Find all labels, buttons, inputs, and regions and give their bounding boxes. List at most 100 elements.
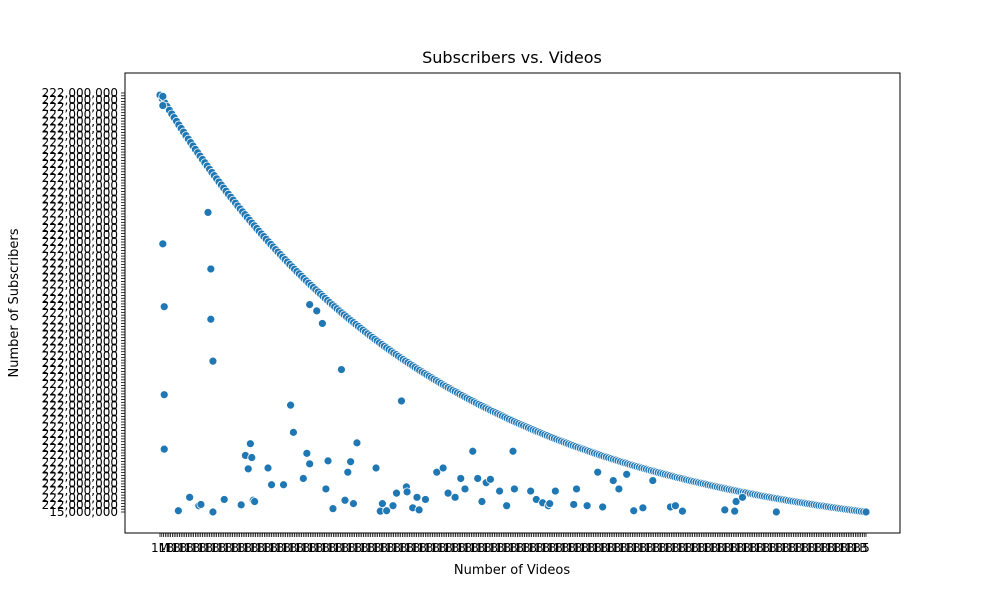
scatter-point (377, 499, 387, 509)
x-tick-label: 1B (411, 541, 427, 555)
y-tick-label: 222,000,000 (42, 86, 118, 100)
x-tick-label: 1B (547, 541, 563, 555)
x-tick-label: 1B (754, 541, 770, 555)
scatter-point (371, 463, 381, 473)
y-tick-label: 222,000,000 (42, 455, 118, 469)
scatter-point (203, 208, 213, 217)
x-tick-label: 1B (502, 541, 518, 555)
scatter-point (392, 488, 401, 498)
x-tick-label: 1B (178, 541, 194, 555)
scatter-point (486, 474, 495, 484)
y-tick-label: 222,000,000 (42, 327, 118, 341)
scatter-point (388, 501, 398, 511)
x-tick-label: 1B (236, 541, 252, 555)
scatter-point (598, 502, 608, 512)
y-tick-label: 222,000,000 (42, 150, 118, 164)
y-tick-label: 222,000,000 (42, 214, 118, 228)
x-tick-label: 1B (308, 541, 324, 555)
x-tick-label: 1B (806, 541, 822, 555)
x-tick-label: 1B (385, 541, 401, 555)
x-tick-label: 1B (431, 541, 447, 555)
x-tick-label: 1B (495, 541, 511, 555)
x-tick-label: 1B (405, 541, 421, 555)
scatter-point (510, 484, 519, 494)
scatter-point (402, 487, 412, 497)
x-tick-label: 1B (230, 541, 246, 555)
scatter-point (508, 446, 518, 456)
x-tick-label: 1M (151, 541, 169, 555)
x-tick-label: 1B (249, 541, 265, 555)
y-tick-label: 222,000,000 (42, 122, 118, 136)
scatter-point (678, 506, 687, 516)
x-tick-label: 1B (703, 541, 719, 555)
scatter-point (267, 480, 276, 490)
x-tick-label: 1B (826, 541, 842, 555)
scatter-point (438, 463, 448, 473)
x-tick-label: 1B (191, 541, 207, 555)
x-tick-label: 1B (580, 541, 596, 555)
x-tick-label: 1B (288, 541, 304, 555)
scatter-point (473, 474, 483, 483)
x-tick-label: 1B (418, 541, 434, 555)
x-tick-label: 1B (664, 541, 680, 555)
scatter-point (572, 484, 581, 494)
x-tick-label: 1B (482, 541, 498, 555)
x-tick-label: 1B (379, 541, 395, 555)
x-tick-label: 1B (165, 541, 181, 555)
x-tick-label: 1B (184, 541, 200, 555)
y-tick-label: 222,000,000 (42, 157, 118, 171)
y-tick-label: 222,000,000 (42, 441, 118, 455)
scatter-point (670, 501, 680, 511)
scatter-point (414, 505, 424, 515)
scatter-point (263, 463, 273, 473)
x-axis-label: Number of Videos (454, 563, 570, 578)
x-tick-label: 1B (217, 541, 233, 555)
scatter-point (720, 505, 730, 515)
x-tick-label: 1B (327, 541, 343, 555)
scatter-point (208, 356, 218, 366)
y-tick-label: 222,000,000 (42, 171, 118, 185)
x-tick-label: 1B (813, 541, 829, 555)
scatter-point (159, 444, 169, 454)
x-tick-label: 1B (657, 541, 673, 555)
x-tick-label: 1B (275, 541, 291, 555)
y-tick-label: 222,000,000 (42, 363, 118, 377)
y-tick-label: 222,000,000 (42, 278, 118, 292)
curve-point (861, 507, 871, 517)
x-tick-label: 1B (780, 541, 796, 555)
x-tick-label: 1B (541, 541, 557, 555)
x-tick-label: 1B (528, 541, 544, 555)
chart-title: Subscribers vs. Videos (422, 48, 602, 67)
scatter-point (731, 497, 741, 506)
scatter-point (352, 438, 362, 448)
x-tick-label: 1B (696, 541, 712, 555)
y-tick-label: 222,000,000 (42, 320, 118, 334)
x-tick-label: 1B (392, 541, 408, 555)
y-axis-label: Number of Subscribers (7, 228, 22, 377)
x-tick-label: 1B (729, 541, 745, 555)
x-tick-label: 1B (269, 541, 285, 555)
scatter-point (236, 500, 246, 510)
scatter-point (302, 448, 312, 458)
scatter-point (450, 492, 460, 502)
x-tick-label: 1B (534, 541, 550, 555)
y-tick-label: 222,000,000 (42, 313, 118, 327)
y-tick-label: 222,000,000 (42, 107, 118, 121)
scatter-point (349, 499, 358, 509)
x-tick-label: 1B (508, 541, 524, 555)
scatter-point (582, 501, 592, 511)
scatter-point (343, 467, 353, 477)
y-tick-label: 222,000,000 (42, 427, 118, 441)
x-tick-label: 1B (314, 541, 330, 555)
scatter-point (346, 457, 356, 467)
y-tick-label: 222,000,000 (42, 193, 118, 207)
y-tick-label: 222,000,000 (42, 185, 118, 199)
scatter-point (614, 484, 624, 494)
y-tick-label: 222,000,000 (42, 178, 118, 192)
x-tick-label: 1B (599, 541, 615, 555)
x-tick-label: 1B (256, 541, 272, 555)
x-tick-label: 1B (469, 541, 485, 555)
scatter-point (569, 500, 579, 509)
x-tick-label: 1B (793, 541, 809, 555)
